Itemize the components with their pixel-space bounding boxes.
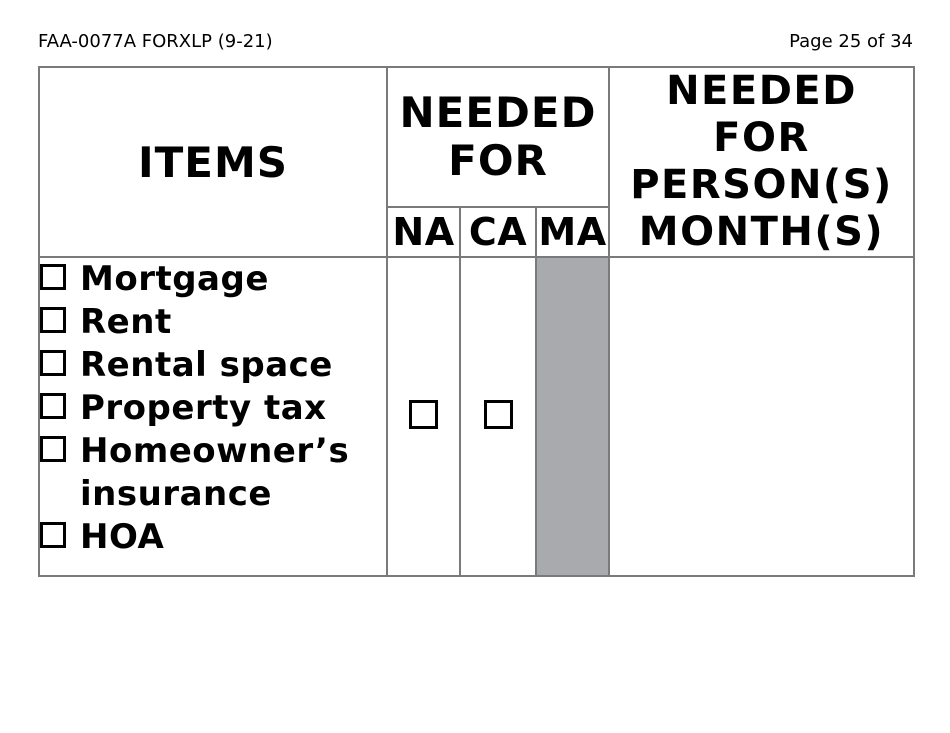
needed-for-column-header: NEEDED FOR bbox=[386, 66, 610, 208]
needed-for-persons-months-column-header: NEEDED FOR PERSON(S) MONTH(S) bbox=[608, 66, 915, 258]
items-column-header: ITEMS bbox=[38, 66, 388, 258]
list-item: HOA bbox=[41, 516, 385, 559]
item-label: Mortgage bbox=[80, 259, 269, 299]
expenses-table: ITEMS NEEDED FOR NEEDED FOR PERSON(S) MO… bbox=[38, 66, 915, 577]
rent-checkbox[interactable] bbox=[41, 307, 66, 333]
list-item: Rent bbox=[41, 301, 385, 344]
property-tax-checkbox[interactable] bbox=[41, 393, 66, 419]
form-id: FAA-0077A FORXLP (9-21) bbox=[38, 31, 273, 52]
item-label: Rental space bbox=[80, 345, 333, 385]
ca-cell bbox=[459, 256, 537, 577]
page-indicator: Page 25 of 34 bbox=[789, 31, 913, 52]
item-label: Rent bbox=[80, 302, 172, 342]
hoa-checkbox[interactable] bbox=[41, 522, 66, 548]
item-label: Property tax bbox=[80, 388, 327, 428]
na-checkbox[interactable] bbox=[409, 400, 438, 429]
list-item: Property tax bbox=[41, 387, 385, 430]
ma-disabled-cell bbox=[535, 256, 610, 577]
mortgage-checkbox[interactable] bbox=[41, 264, 66, 290]
item-label: Homeowner’s insurance bbox=[80, 431, 350, 514]
na-cell bbox=[386, 256, 461, 577]
list-item: Rental space bbox=[41, 344, 385, 387]
items-cell: Mortgage Rent Rental space Property tax bbox=[38, 256, 388, 577]
list-item: Homeowner’s insurance bbox=[41, 430, 385, 516]
person-months-fill-area[interactable] bbox=[608, 256, 915, 577]
ca-column-header: CA bbox=[459, 205, 537, 259]
homeowners-insurance-checkbox[interactable] bbox=[41, 436, 66, 462]
ca-checkbox[interactable] bbox=[483, 400, 513, 429]
ma-column-header: MA bbox=[535, 205, 610, 259]
list-item: Mortgage bbox=[41, 259, 385, 301]
rental-space-checkbox[interactable] bbox=[41, 350, 66, 376]
na-column-header: NA bbox=[386, 205, 461, 259]
item-label: HOA bbox=[80, 517, 165, 557]
page-header: FAA-0077A FORXLP (9-21) Page 25 of 34 bbox=[38, 31, 913, 52]
